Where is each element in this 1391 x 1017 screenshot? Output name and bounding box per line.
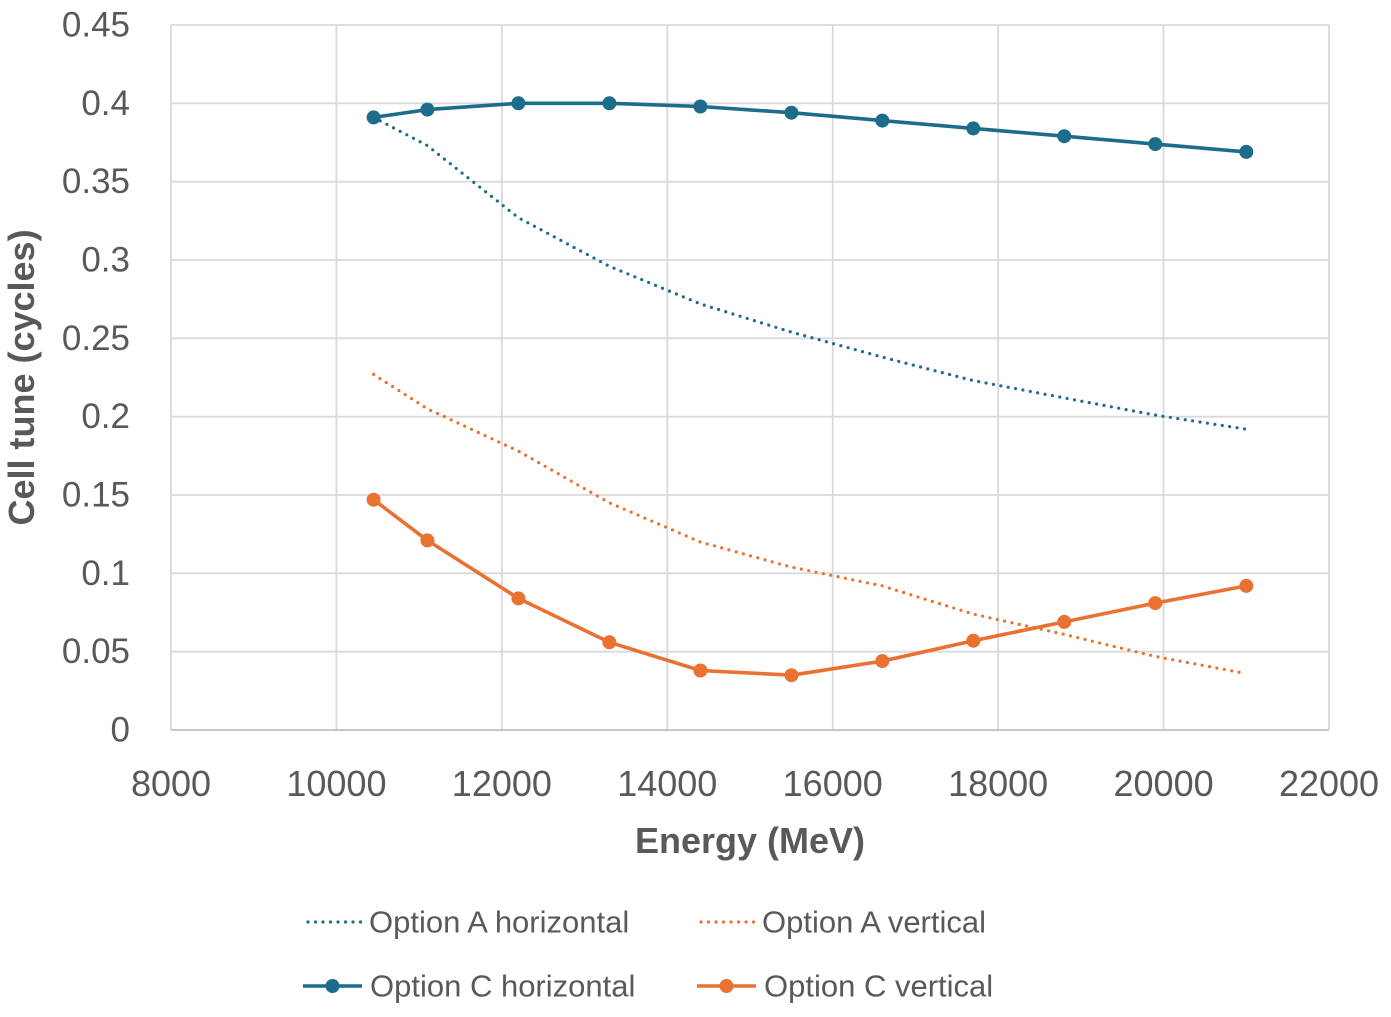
data-point-marker xyxy=(1239,578,1254,593)
legend-marker xyxy=(325,979,340,993)
x-tick-label: 22000 xyxy=(1279,763,1379,804)
data-point-marker xyxy=(966,121,981,136)
y-tick-label: 0.25 xyxy=(62,319,130,358)
x-tick-label: 18000 xyxy=(948,763,1048,804)
x-axis-title: Energy (MeV) xyxy=(635,820,865,861)
legend-label: Option C horizontal xyxy=(370,969,635,1004)
y-tick-label: 0.45 xyxy=(62,6,130,45)
y-tick-label: 0.05 xyxy=(62,632,130,671)
x-tick-label: 20000 xyxy=(1114,763,1214,804)
data-point-marker xyxy=(1148,596,1163,611)
y-tick-label: 0.3 xyxy=(81,241,130,280)
data-point-marker xyxy=(420,102,435,117)
data-point-marker xyxy=(1057,129,1072,144)
data-point-marker xyxy=(1148,137,1163,152)
data-point-marker xyxy=(602,635,617,650)
series-line-option-c-vertical xyxy=(372,498,1247,677)
x-tick-label: 8000 xyxy=(131,763,211,804)
data-point-marker xyxy=(511,96,526,111)
series-line-option-c-horizontal xyxy=(373,101,1247,154)
data-point-marker xyxy=(875,654,890,669)
data-point-marker xyxy=(366,110,381,125)
y-tick-label: 0.4 xyxy=(81,84,130,123)
data-point-marker xyxy=(693,663,708,678)
y-tick-label: 0.1 xyxy=(81,554,130,593)
data-point-marker xyxy=(602,96,617,111)
series-line-option-a-horizontal xyxy=(372,115,1248,431)
x-tick-label: 12000 xyxy=(452,763,552,804)
gridlines xyxy=(170,24,1330,730)
legend-item: Option C horizontal xyxy=(303,969,635,1004)
x-tick-label: 16000 xyxy=(783,763,883,804)
y-tick-label: 0.35 xyxy=(62,162,130,201)
legend-label: Option A vertical xyxy=(762,905,986,940)
data-point-marker xyxy=(1239,144,1254,159)
x-tick-label: 14000 xyxy=(617,763,717,804)
legend-label: Option A horizontal xyxy=(369,905,629,940)
legend-item: Option A horizontal xyxy=(306,905,629,940)
data-point-marker xyxy=(784,105,799,120)
y-axis-title: Cell tune (cycles) xyxy=(1,229,42,525)
y-tick-label: 0.15 xyxy=(62,476,130,515)
legend-label: Option C vertical xyxy=(764,969,993,1004)
data-point-marker xyxy=(366,492,381,507)
data-point-marker xyxy=(784,668,799,683)
data-point-marker xyxy=(693,99,708,114)
data-point-marker xyxy=(511,591,526,606)
data-point-marker xyxy=(420,533,435,548)
y-tick-label: 0.2 xyxy=(81,397,130,436)
legend-marker xyxy=(719,979,734,993)
legend-item: Option C vertical xyxy=(697,969,993,1004)
x-tick-label: 10000 xyxy=(286,763,386,804)
data-point-marker xyxy=(966,633,981,648)
data-point-marker xyxy=(875,113,890,128)
y-tick-label: 0 xyxy=(111,711,130,750)
data-point-marker xyxy=(1057,614,1072,629)
series-line-option-a-vertical xyxy=(372,372,1248,676)
legend: Option A horizontal Option A vertical Opti… xyxy=(303,905,993,1004)
legend-item: Option A vertical xyxy=(699,905,986,940)
